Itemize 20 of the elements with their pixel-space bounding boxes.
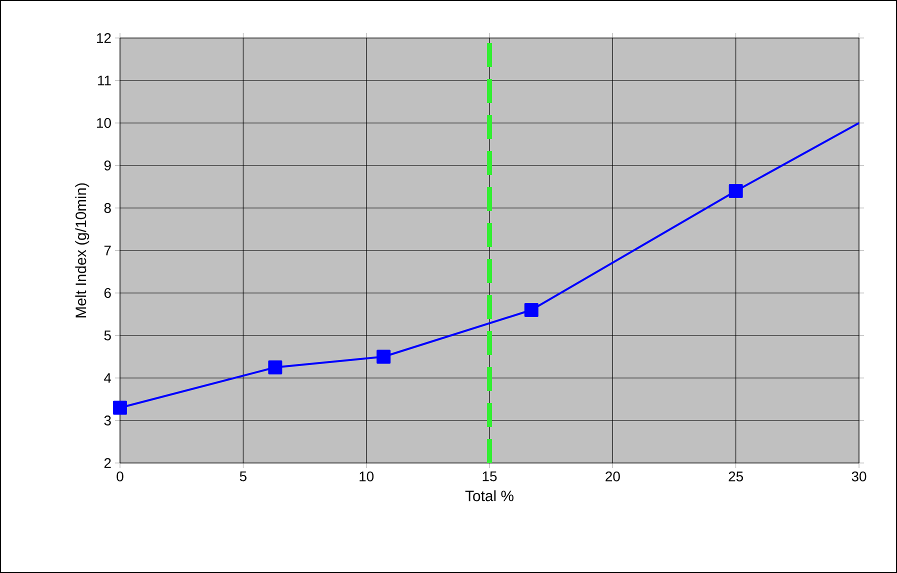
y-tick-label: 8 <box>104 203 111 213</box>
x-tick-label: 10 <box>360 472 374 482</box>
x-tick-label: 5 <box>240 472 246 482</box>
y-tick-label: 2 <box>104 458 111 468</box>
x-tick-label: 0 <box>116 472 124 482</box>
y-tick-label: 11 <box>98 76 111 86</box>
x-tick-label: 30 <box>852 472 866 482</box>
x-tick-label: 15 <box>482 472 497 482</box>
y-tick-label: 5 <box>104 330 111 340</box>
x-tick-label: 20 <box>606 472 620 482</box>
y-tick-label: 12 <box>97 33 111 43</box>
y-tick-label: 4 <box>104 373 112 383</box>
y-tick-label: 7 <box>104 246 111 256</box>
y-tick-label: 6 <box>104 288 111 298</box>
y-tick-label: 3 <box>104 416 111 426</box>
x-tick-label: 25 <box>728 472 744 482</box>
y-tick-label: 10 <box>97 118 111 128</box>
y-tick-label: 9 <box>104 160 111 170</box>
x-axis-title: Total % <box>465 490 514 502</box>
y-axis-title: Melt Index (g/10min) <box>75 183 90 318</box>
